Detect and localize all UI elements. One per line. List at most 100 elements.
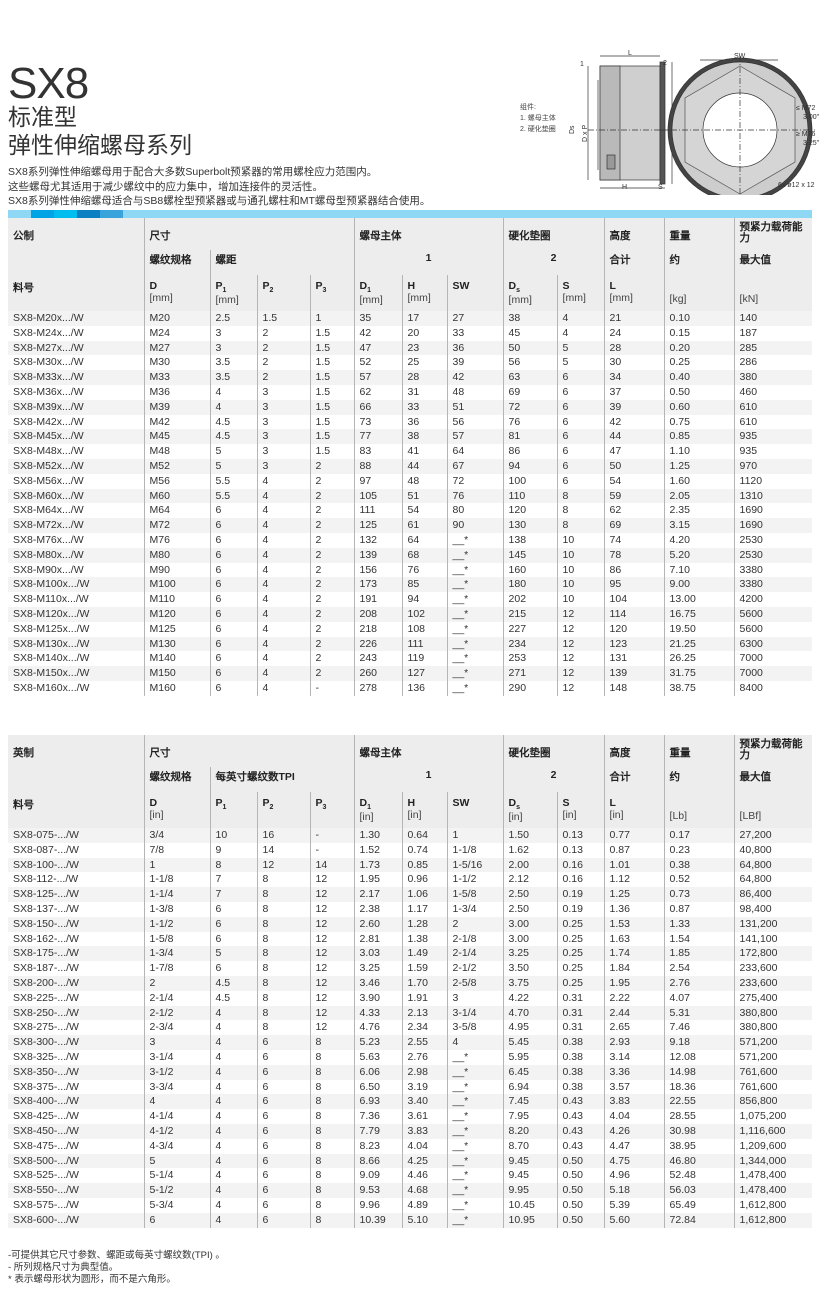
part-number-cell: SX8-M110x.../W bbox=[13, 593, 89, 606]
value-cell: 56.03 bbox=[663, 1183, 735, 1198]
part-number-cell: SX8-M36x.../W bbox=[13, 385, 84, 398]
value-cell: M120 bbox=[143, 606, 210, 622]
value-cell: 12 bbox=[309, 1005, 354, 1021]
table-row: SX8-200-.../W 2 4.5 8 12 3.46 1.70 2-5/8 3.75 0.2… bbox=[8, 975, 813, 991]
value-cell: M90 bbox=[143, 562, 210, 578]
legend-item: 1. 螺母主体 bbox=[520, 115, 556, 122]
part-number-cell: SX8-M130x.../W bbox=[8, 636, 144, 652]
value-cell: 23 bbox=[401, 340, 447, 356]
value-cell: 3-3/4 bbox=[143, 1079, 210, 1095]
value-cell: 14.98 bbox=[663, 1064, 735, 1080]
value-cell: 2 bbox=[309, 651, 354, 667]
column-header: P1 [mm] bbox=[209, 275, 257, 311]
value-cell: 6 bbox=[256, 1123, 310, 1139]
value-cell: 66 bbox=[353, 399, 402, 415]
column-label: 料号 bbox=[13, 282, 34, 294]
value-cell: __* bbox=[446, 621, 504, 637]
value-cell: 39 bbox=[603, 399, 665, 415]
part-number-cell: SX8-475-.../W bbox=[13, 1139, 79, 1152]
value-cell: 0.50 bbox=[556, 1197, 605, 1213]
value-cell: __* bbox=[446, 1212, 504, 1228]
column-label: D1 bbox=[359, 797, 372, 812]
value-cell: 76 bbox=[446, 488, 504, 504]
part-number-cell: SX8-525-.../W bbox=[13, 1169, 79, 1182]
value-cell: 6.93 bbox=[353, 1094, 402, 1110]
value-cell: 4.25 bbox=[401, 1153, 447, 1169]
value-cell: 8 bbox=[556, 518, 605, 533]
value-cell: 0.17 bbox=[663, 828, 735, 843]
value-cell: 8 bbox=[309, 1094, 354, 1110]
desc-line: SX8系列弹性伸缩螺母用于配合大多数Superbolt预紧器的常用螺栓应力范围内… bbox=[8, 166, 378, 178]
value-cell: __* bbox=[446, 547, 504, 563]
label-2: 2 bbox=[663, 60, 667, 67]
table-row: SX8-162-.../W 1-5/8 6 8 12 2.81 1.38 2-1/8 3.00 0… bbox=[8, 931, 813, 947]
value-cell: 12 bbox=[309, 916, 354, 932]
value-cell: 1.63 bbox=[603, 931, 665, 947]
value-cell: 27,200 bbox=[733, 828, 813, 843]
value-cell: 10.95 bbox=[502, 1212, 558, 1228]
unit-label: [mm] bbox=[562, 292, 586, 304]
table-row: SX8-M24x.../W M24 3 2 1.5 42 20 33 45 4 24 0.15 187 bbox=[8, 325, 813, 341]
value-cell: 5 bbox=[143, 1153, 210, 1169]
value-cell: M30 bbox=[143, 355, 210, 371]
value-cell: 3.75 bbox=[502, 975, 558, 991]
value-cell: 4 bbox=[556, 311, 605, 326]
value-cell: 4 bbox=[209, 1094, 257, 1110]
value-cell: 67 bbox=[446, 458, 504, 474]
value-cell: 180 bbox=[502, 577, 558, 593]
value-cell: M72 bbox=[143, 518, 210, 533]
value-cell: 12 bbox=[309, 1020, 354, 1036]
value-cell: 5.31 bbox=[663, 1005, 735, 1021]
value-cell: 6 bbox=[256, 1183, 310, 1198]
value-cell: 6 bbox=[256, 1064, 310, 1080]
value-cell: 160 bbox=[502, 562, 558, 578]
value-cell: 2.98 bbox=[401, 1064, 447, 1080]
column-label: S bbox=[562, 280, 570, 292]
value-cell: 41 bbox=[401, 444, 447, 459]
value-cell: 0.73 bbox=[663, 887, 735, 902]
value-cell: 2 bbox=[309, 666, 354, 681]
column-header: P3 bbox=[309, 792, 354, 828]
value-cell: 0.87 bbox=[663, 901, 735, 917]
value-cell: __* bbox=[446, 1064, 504, 1080]
value-cell: 380,800 bbox=[733, 1005, 813, 1021]
value-cell: 5.39 bbox=[603, 1197, 665, 1213]
value-cell: 1.12 bbox=[603, 872, 665, 888]
value-cell: 3 bbox=[256, 414, 310, 430]
value-cell: 8 bbox=[256, 1020, 310, 1036]
value-cell: 38 bbox=[401, 429, 447, 445]
value-cell: 132 bbox=[353, 532, 402, 548]
group-header: 硬化垫圈 bbox=[502, 735, 605, 767]
table-row: SX8-275-.../W 2-3/4 4 8 12 4.76 2.34 3-5/8 4.95 0… bbox=[8, 1020, 813, 1036]
label-S: S bbox=[658, 184, 663, 191]
footnote: -可提供其它尺寸参数、螺距或每英寸螺纹数(TPI) 。 bbox=[8, 1250, 225, 1261]
value-cell: 8 bbox=[309, 1109, 354, 1124]
value-cell: 208 bbox=[353, 606, 402, 622]
value-cell: 1.33 bbox=[663, 916, 735, 932]
table-row: SX8-087-.../W 7/8 9 14-1.52 0.74 1-1/8 1.62 0.1… bbox=[8, 842, 813, 858]
value-cell: 1.10 bbox=[663, 444, 735, 459]
value-cell: 120 bbox=[502, 503, 558, 519]
value-cell: 0.16 bbox=[556, 872, 605, 888]
part-number-cell: SX8-450-.../W bbox=[8, 1123, 144, 1139]
value-cell: 2.38 bbox=[353, 901, 402, 917]
value-cell: 145 bbox=[502, 547, 558, 563]
value-cell: 260 bbox=[353, 666, 402, 681]
table-row: SX8-M33x.../W M33 3.5 2 1.5 57 28 42 63 6 34 0.40 38… bbox=[8, 370, 813, 385]
part-number-cell: SX8-137-.../W bbox=[13, 902, 79, 915]
value-cell: 2 bbox=[309, 606, 354, 622]
value-cell: 0.25 bbox=[556, 916, 605, 932]
unit-label: [mm] bbox=[609, 292, 633, 304]
value-cell: 5.20 bbox=[663, 547, 735, 563]
value-cell: M39 bbox=[143, 399, 210, 415]
value-cell: 6.50 bbox=[353, 1079, 402, 1095]
unit-label: [in] bbox=[407, 809, 422, 821]
group-header: 高度 bbox=[603, 735, 665, 767]
part-number-cell: SX8-100-.../W bbox=[8, 857, 144, 873]
sub-header: 2 bbox=[502, 767, 605, 792]
value-cell: 10 bbox=[556, 592, 605, 607]
value-cell: 65.49 bbox=[663, 1197, 735, 1213]
value-cell: 0.25 bbox=[556, 931, 605, 947]
value-cell: 0.23 bbox=[663, 842, 735, 858]
value-cell: 8 bbox=[256, 872, 310, 888]
